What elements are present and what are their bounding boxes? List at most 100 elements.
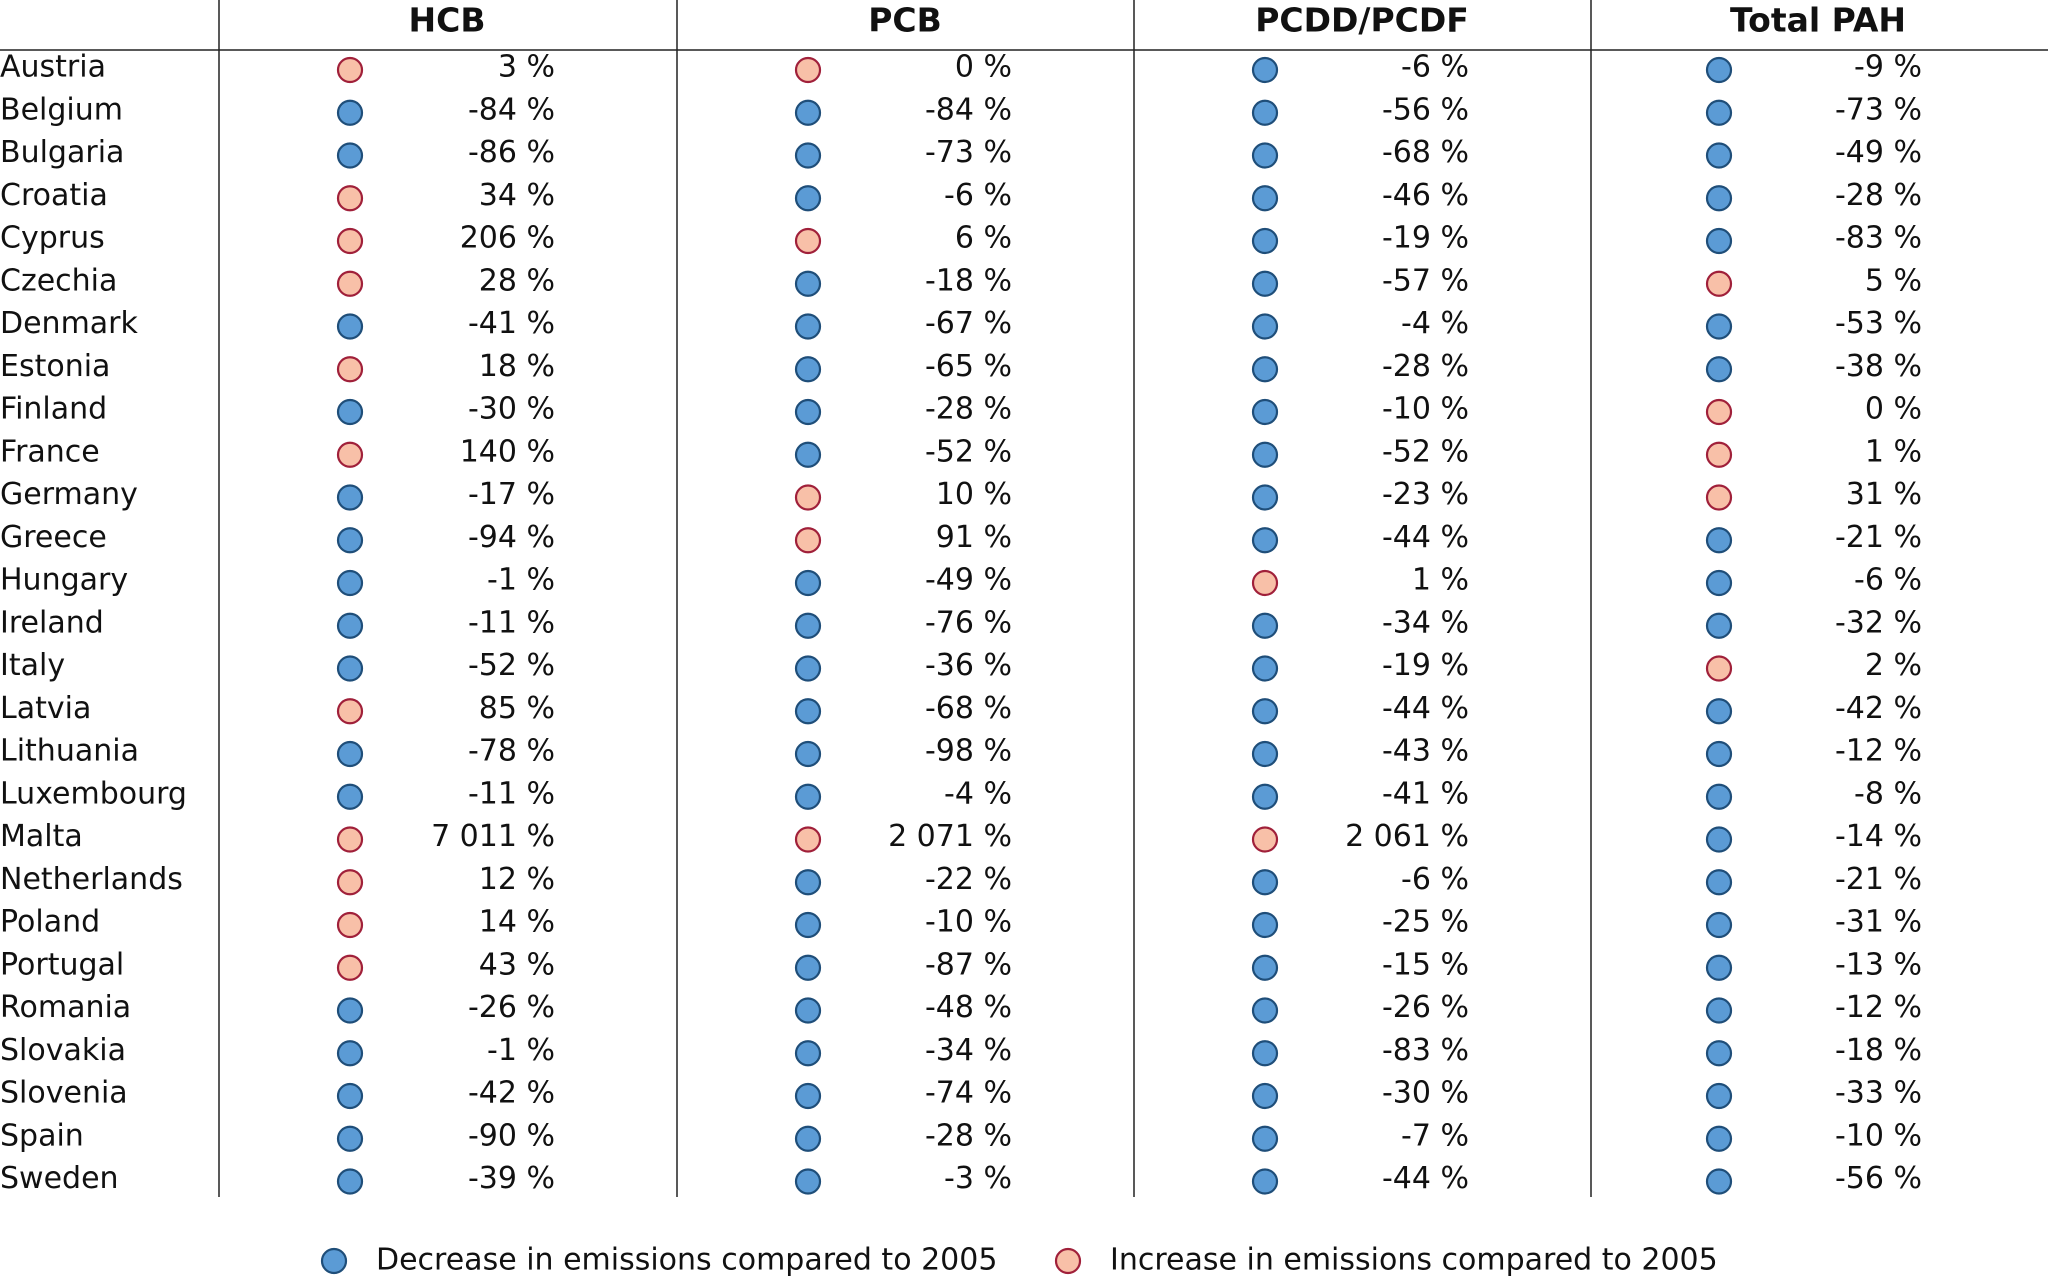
trend-dot bbox=[1251, 826, 1279, 853]
change-value: -86 % bbox=[468, 135, 555, 170]
trend-dot bbox=[1705, 398, 1733, 426]
country-label: Estonia bbox=[0, 349, 110, 384]
change-value: -46 % bbox=[1382, 178, 1469, 213]
change-value: -12 % bbox=[1835, 990, 1922, 1025]
change-value: -25 % bbox=[1382, 905, 1469, 940]
change-value: 0 % bbox=[1865, 392, 1922, 427]
change-value: -26 % bbox=[468, 990, 555, 1025]
change-value: -10 % bbox=[1835, 1118, 1922, 1153]
change-value: -87 % bbox=[925, 947, 1012, 982]
change-value: -56 % bbox=[1382, 92, 1469, 127]
change-value: -28 % bbox=[925, 392, 1012, 427]
trend-dot bbox=[794, 655, 822, 682]
trend-dot bbox=[1705, 356, 1733, 383]
trend-dot bbox=[1251, 740, 1279, 768]
change-value: 5 % bbox=[1865, 263, 1922, 298]
change-value: 1 % bbox=[1412, 563, 1469, 598]
trend-dot bbox=[1251, 441, 1279, 468]
change-value: -73 % bbox=[1835, 92, 1922, 127]
legend-dot bbox=[1054, 1247, 1082, 1275]
change-value: -28 % bbox=[1382, 349, 1469, 384]
trend-dot bbox=[336, 1040, 364, 1067]
change-value: -3 % bbox=[944, 1161, 1012, 1196]
change-value: -39 % bbox=[468, 1161, 555, 1196]
trend-dot bbox=[1705, 185, 1733, 212]
trend-dot bbox=[1251, 569, 1279, 597]
change-value: -17 % bbox=[468, 477, 555, 512]
legend-label: Increase in emissions compared to 2005 bbox=[1110, 1243, 1718, 1278]
change-value: -33 % bbox=[1835, 1076, 1922, 1111]
trend-dot bbox=[1705, 270, 1733, 297]
change-value: -44 % bbox=[1382, 520, 1469, 555]
trend-dot bbox=[336, 1125, 364, 1152]
change-value: 91 % bbox=[936, 520, 1012, 555]
change-value: -4 % bbox=[1401, 306, 1469, 341]
trend-dot bbox=[336, 655, 364, 682]
change-value: -9 % bbox=[1854, 50, 1922, 85]
country-label: Latvia bbox=[0, 691, 91, 726]
legend-dot bbox=[320, 1247, 348, 1275]
change-value: 10 % bbox=[936, 477, 1012, 512]
change-value: -44 % bbox=[1382, 1161, 1469, 1196]
change-value: -10 % bbox=[1382, 392, 1469, 427]
change-value: -11 % bbox=[468, 605, 555, 640]
country-label: Lithuania bbox=[0, 734, 139, 769]
trend-dot bbox=[1251, 356, 1279, 383]
country-label: Romania bbox=[0, 990, 131, 1025]
change-value: -11 % bbox=[468, 776, 555, 811]
country-label: Sweden bbox=[0, 1161, 119, 1196]
country-label: Slovakia bbox=[0, 1033, 126, 1068]
trend-dot bbox=[1705, 227, 1733, 255]
trend-dot bbox=[1251, 1168, 1279, 1195]
change-value: -28 % bbox=[1835, 178, 1922, 213]
change-value: -18 % bbox=[925, 263, 1012, 298]
trend-dot bbox=[336, 698, 364, 725]
trend-dot bbox=[794, 484, 822, 511]
change-value: -30 % bbox=[1382, 1076, 1469, 1111]
trend-dot bbox=[1705, 826, 1733, 853]
column-header: HCB bbox=[409, 1, 486, 40]
trend-dot bbox=[794, 612, 822, 639]
change-value: -19 % bbox=[1382, 221, 1469, 256]
change-value: -36 % bbox=[925, 648, 1012, 683]
change-value: -42 % bbox=[1835, 691, 1922, 726]
country-label: Czechia bbox=[0, 263, 117, 298]
trend-dot bbox=[794, 1168, 822, 1195]
change-value: -34 % bbox=[925, 1033, 1012, 1068]
change-value: -4 % bbox=[944, 776, 1012, 811]
change-value: -6 % bbox=[1401, 50, 1469, 85]
change-value: -98 % bbox=[925, 734, 1012, 769]
trend-dot bbox=[1251, 1082, 1279, 1110]
legend-label: Decrease in emissions compared to 2005 bbox=[376, 1243, 997, 1278]
change-value: -21 % bbox=[1835, 862, 1922, 897]
change-value: -1 % bbox=[487, 563, 555, 598]
change-value: -65 % bbox=[925, 349, 1012, 384]
change-value: -48 % bbox=[925, 990, 1012, 1025]
change-value: 3 % bbox=[498, 50, 555, 85]
trend-dot bbox=[1705, 1040, 1733, 1067]
change-value: -6 % bbox=[1854, 563, 1922, 598]
change-value: 6 % bbox=[955, 221, 1012, 256]
trend-dot bbox=[336, 1168, 364, 1195]
trend-dot bbox=[336, 356, 364, 383]
trend-dot bbox=[336, 142, 364, 169]
change-value: -67 % bbox=[925, 306, 1012, 341]
change-value: -52 % bbox=[1382, 434, 1469, 469]
trend-dot bbox=[1251, 954, 1279, 981]
country-label: Malta bbox=[0, 819, 83, 854]
change-value: -41 % bbox=[468, 306, 555, 341]
trend-dot bbox=[1705, 1082, 1733, 1110]
trend-dot bbox=[336, 484, 364, 511]
country-label: Hungary bbox=[0, 563, 128, 598]
change-value: 0 % bbox=[955, 50, 1012, 85]
trend-dot bbox=[794, 1040, 822, 1067]
change-value: -10 % bbox=[925, 905, 1012, 940]
trend-dot bbox=[1705, 569, 1733, 597]
change-value: -22 % bbox=[925, 862, 1012, 897]
trend-dot bbox=[1705, 655, 1733, 682]
change-value: -49 % bbox=[1835, 135, 1922, 170]
change-value: 14 % bbox=[479, 905, 555, 940]
trend-dot bbox=[336, 783, 364, 810]
country-label: Netherlands bbox=[0, 862, 183, 897]
